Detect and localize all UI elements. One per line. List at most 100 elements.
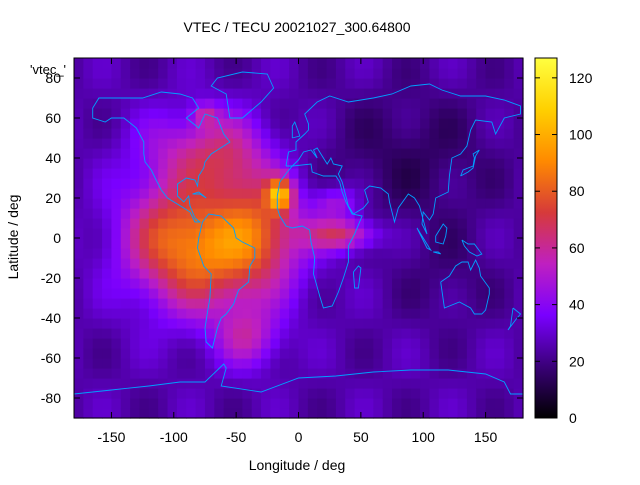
heatmap-cell — [345, 258, 356, 269]
heatmap-cell — [83, 338, 94, 349]
heatmap-cell — [186, 328, 197, 339]
heatmap-cell — [420, 338, 431, 349]
heatmap-cell — [83, 288, 94, 299]
heatmap-cell — [167, 178, 178, 189]
heatmap-cell — [420, 88, 431, 99]
heatmap-cell — [513, 198, 524, 209]
heatmap-cell — [148, 328, 159, 339]
heatmap-cell — [279, 188, 290, 199]
heatmap-cell — [401, 288, 412, 299]
heatmap-cell — [261, 88, 272, 99]
heatmap-cell — [373, 148, 384, 159]
heatmap-cell — [438, 88, 449, 99]
heatmap-cell — [494, 168, 505, 179]
heatmap-cell — [139, 248, 150, 259]
heatmap-cell — [139, 158, 150, 169]
heatmap-cell — [92, 328, 103, 339]
heatmap-cell — [233, 208, 243, 219]
heatmap-cell — [279, 258, 290, 269]
heatmap-cell — [345, 288, 356, 299]
heatmap-cell — [83, 258, 94, 269]
heatmap-cell — [345, 318, 356, 329]
heatmap-cell — [504, 338, 515, 349]
heatmap-cell — [279, 298, 290, 309]
heatmap-cell — [476, 288, 487, 299]
heatmap-cell — [326, 268, 337, 279]
heatmap-cell — [401, 148, 412, 159]
heatmap-cell — [335, 208, 346, 219]
heatmap-cell — [420, 168, 431, 179]
heatmap-cell — [176, 148, 187, 159]
heatmap-cell — [345, 198, 356, 209]
heatmap-cell — [307, 118, 318, 129]
heatmap-cell — [92, 138, 103, 149]
heatmap-cell — [139, 118, 150, 129]
heatmap-cell — [233, 408, 243, 419]
heatmap-cell — [242, 218, 253, 229]
heatmap-cell — [167, 198, 178, 209]
heatmap-cell — [233, 78, 243, 89]
heatmap-cell — [251, 58, 262, 69]
heatmap-cell — [373, 338, 384, 349]
heatmap-cell — [251, 78, 262, 89]
heatmap-cell — [317, 138, 328, 149]
heatmap-cell — [373, 308, 384, 319]
heatmap-cell — [83, 298, 94, 309]
heatmap-cell — [485, 138, 496, 149]
heatmap-cell — [223, 268, 234, 279]
heatmap-cell — [223, 208, 234, 219]
heatmap-cell — [363, 88, 374, 99]
heatmap-cell — [476, 98, 487, 109]
heatmap-cell — [326, 148, 337, 159]
heatmap-cell — [429, 288, 440, 299]
heatmap-cell — [214, 248, 225, 259]
heatmap-cell — [476, 68, 487, 79]
heatmap-cell — [457, 378, 468, 389]
heatmap-cell — [382, 218, 393, 229]
heatmap-cell — [148, 268, 159, 279]
heatmap-cell — [429, 208, 440, 219]
heatmap-cell — [148, 78, 159, 89]
heatmap-cell — [382, 268, 393, 279]
heatmap-cell — [251, 398, 262, 409]
heatmap-cell — [438, 108, 449, 119]
heatmap-cell — [504, 318, 515, 329]
heatmap-cell — [242, 128, 253, 139]
heatmap-cell — [242, 248, 253, 259]
heatmap-cell — [485, 188, 496, 199]
heatmap-cell — [429, 118, 440, 129]
heatmap-cell — [120, 208, 131, 219]
heatmap-cell — [476, 278, 487, 289]
heatmap-cell — [111, 358, 122, 369]
heatmap-cell — [326, 348, 337, 359]
heatmap-cell — [158, 178, 169, 189]
heatmap-cell — [167, 158, 178, 169]
heatmap-cell — [167, 218, 178, 229]
heatmap-cell — [438, 408, 449, 419]
heatmap-cell — [111, 308, 122, 319]
heatmap-cell — [186, 238, 197, 249]
heatmap-cell — [494, 378, 505, 389]
heatmap-cell — [204, 68, 215, 79]
heatmap-cell — [476, 378, 487, 389]
heatmap-cell — [111, 348, 122, 359]
heatmap-cell — [476, 118, 487, 129]
heatmap-cell — [401, 198, 412, 209]
heatmap-cell — [214, 188, 225, 199]
heatmap-cell — [429, 388, 440, 399]
heatmap-cell — [335, 138, 346, 149]
heatmap-cell — [335, 318, 346, 329]
heatmap-cell — [363, 138, 374, 149]
heatmap-cell — [410, 328, 421, 339]
heatmap-cell — [401, 188, 412, 199]
heatmap-cell — [289, 108, 300, 119]
heatmap-cell — [382, 398, 393, 409]
heatmap-cell — [476, 238, 487, 249]
heatmap-cell — [289, 228, 300, 239]
y-axis-label: Latitude / deg — [5, 195, 21, 280]
heatmap-cell — [176, 238, 187, 249]
heatmap-cell — [307, 148, 318, 159]
heatmap-cell — [158, 338, 169, 349]
heatmap-cell — [485, 288, 496, 299]
